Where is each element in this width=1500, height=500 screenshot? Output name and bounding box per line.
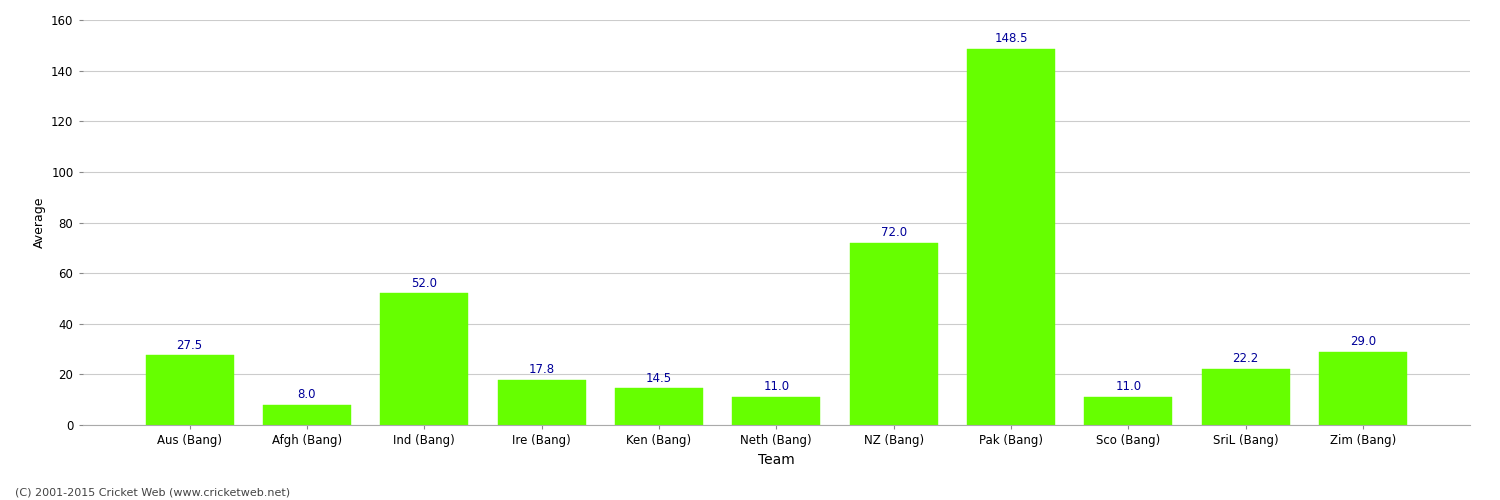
Bar: [380, 294, 468, 425]
X-axis label: Team: Team: [758, 452, 795, 466]
Text: 52.0: 52.0: [411, 276, 436, 289]
Text: 29.0: 29.0: [1350, 335, 1376, 348]
Bar: [615, 388, 704, 425]
Bar: [1202, 369, 1290, 425]
Text: 72.0: 72.0: [880, 226, 906, 239]
Bar: [968, 49, 1054, 425]
Bar: [1318, 352, 1407, 425]
Text: 148.5: 148.5: [994, 32, 1028, 46]
Bar: [849, 243, 938, 425]
Text: 11.0: 11.0: [1114, 380, 1142, 394]
Text: 17.8: 17.8: [528, 363, 555, 376]
Bar: [262, 405, 351, 425]
Text: 8.0: 8.0: [297, 388, 316, 401]
Bar: [732, 397, 821, 425]
Text: (C) 2001-2015 Cricket Web (www.cricketweb.net): (C) 2001-2015 Cricket Web (www.cricketwe…: [15, 488, 290, 498]
Text: 14.5: 14.5: [646, 372, 672, 384]
Text: 11.0: 11.0: [764, 380, 789, 394]
Text: 22.2: 22.2: [1233, 352, 1258, 365]
Y-axis label: Average: Average: [33, 196, 45, 248]
Bar: [1084, 397, 1173, 425]
Bar: [498, 380, 585, 425]
Text: 27.5: 27.5: [177, 338, 203, 351]
Bar: [146, 356, 234, 425]
